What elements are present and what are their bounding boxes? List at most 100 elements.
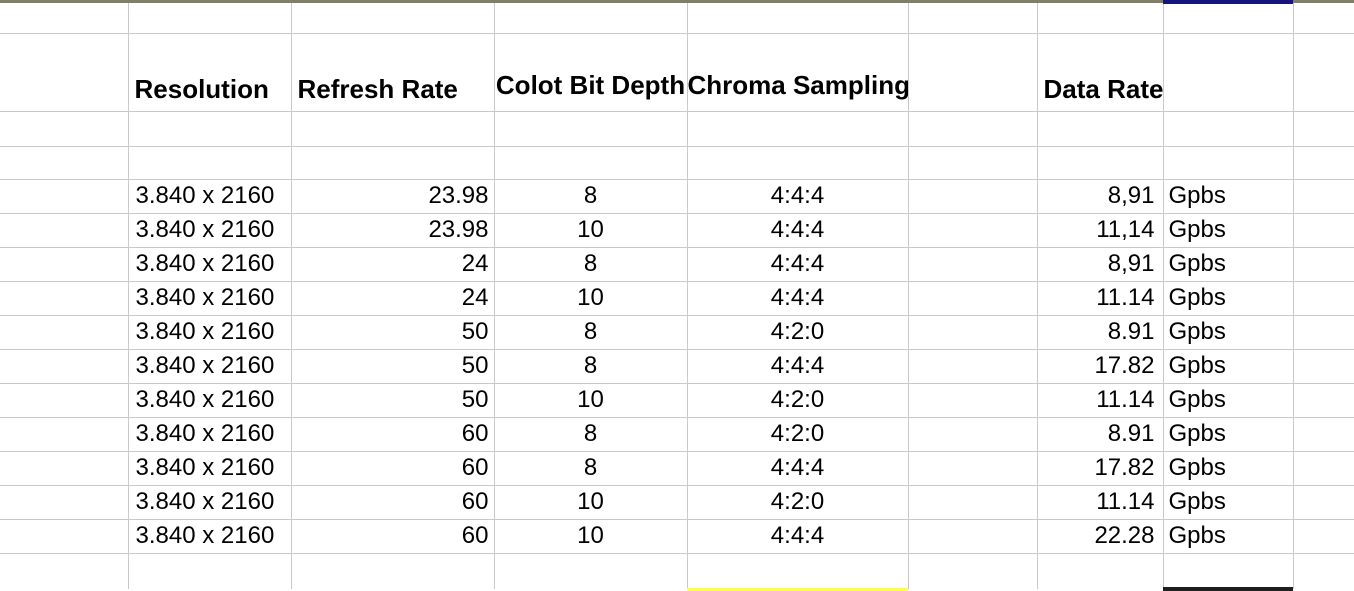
cell-resolution[interactable]: 3.840 x 2160 bbox=[128, 451, 292, 486]
cell-empty[interactable] bbox=[1037, 146, 1164, 180]
cell-refresh-rate[interactable]: 50 bbox=[291, 315, 495, 350]
cell-unit[interactable]: Gpbs bbox=[1163, 213, 1294, 248]
cell-empty[interactable] bbox=[291, 553, 495, 589]
cell-empty[interactable] bbox=[494, 0, 688, 34]
cell-resolution[interactable]: 3.840 x 2160 bbox=[128, 213, 292, 248]
cell-empty[interactable] bbox=[0, 247, 129, 282]
cell-chroma[interactable]: 4:4:4 bbox=[687, 451, 909, 486]
cell-empty[interactable] bbox=[1293, 485, 1354, 520]
cell-empty[interactable] bbox=[1037, 553, 1164, 589]
cell-unit[interactable]: Gpbs bbox=[1163, 485, 1294, 520]
cell-empty[interactable] bbox=[687, 111, 909, 147]
cell-refresh-rate[interactable]: 60 bbox=[291, 519, 495, 554]
cell-empty[interactable] bbox=[1293, 281, 1354, 316]
cell-resolution[interactable]: 3.840 x 2160 bbox=[128, 519, 292, 554]
cell-empty[interactable] bbox=[1293, 247, 1354, 282]
cell-resolution[interactable]: 3.840 x 2160 bbox=[128, 383, 292, 418]
cell-empty[interactable] bbox=[1037, 0, 1164, 34]
cell-empty[interactable] bbox=[128, 553, 292, 589]
cell-empty[interactable] bbox=[0, 281, 129, 316]
cell-empty[interactable] bbox=[908, 553, 1038, 589]
cell-refresh-rate[interactable]: 23.98 bbox=[291, 213, 495, 248]
cell-resolution[interactable]: 3.840 x 2160 bbox=[128, 349, 292, 384]
cell-data-rate[interactable]: 22.28 bbox=[1037, 519, 1164, 554]
cell-bit-depth[interactable]: 10 bbox=[494, 485, 688, 520]
cell-bit-depth[interactable]: 8 bbox=[494, 315, 688, 350]
cell-empty[interactable] bbox=[1293, 179, 1354, 214]
cell-empty[interactable] bbox=[1163, 0, 1294, 34]
cell-empty[interactable] bbox=[0, 111, 129, 147]
cell-empty[interactable] bbox=[0, 315, 129, 350]
cell-empty[interactable] bbox=[494, 111, 688, 147]
cell-resolution[interactable]: 3.840 x 2160 bbox=[128, 247, 292, 282]
cell-empty[interactable] bbox=[494, 146, 688, 180]
cell-chroma[interactable]: 4:4:4 bbox=[687, 247, 909, 282]
cell-empty[interactable] bbox=[1293, 146, 1354, 180]
cell-empty[interactable] bbox=[908, 485, 1038, 520]
cell-resolution[interactable]: 3.840 x 2160 bbox=[128, 485, 292, 520]
cell-data-rate[interactable]: 8,91 bbox=[1037, 247, 1164, 282]
cell-empty[interactable] bbox=[908, 451, 1038, 486]
cell-empty[interactable] bbox=[0, 451, 129, 486]
cell-data-rate[interactable]: 11,14 bbox=[1037, 213, 1164, 248]
cell-unit[interactable]: Gpbs bbox=[1163, 451, 1294, 486]
cell-empty[interactable] bbox=[0, 553, 129, 589]
cell-empty[interactable] bbox=[494, 553, 688, 589]
cell-refresh-rate[interactable]: 60 bbox=[291, 451, 495, 486]
cell-bit-depth[interactable]: 8 bbox=[494, 349, 688, 384]
cell-empty[interactable] bbox=[291, 111, 495, 147]
cell-empty[interactable] bbox=[1293, 417, 1354, 452]
cell-empty[interactable] bbox=[1293, 111, 1354, 147]
cell-empty[interactable] bbox=[687, 146, 909, 180]
cell-empty[interactable] bbox=[291, 0, 495, 34]
header-refresh-rate[interactable]: Refresh Rate bbox=[291, 33, 495, 112]
cell-empty[interactable] bbox=[908, 519, 1038, 554]
cell-bit-depth[interactable]: 8 bbox=[494, 179, 688, 214]
cell-empty[interactable] bbox=[908, 417, 1038, 452]
cell-empty[interactable] bbox=[1293, 349, 1354, 384]
cell-bit-depth[interactable]: 10 bbox=[494, 383, 688, 418]
cell-empty[interactable] bbox=[908, 247, 1038, 282]
cell-chroma[interactable]: 4:4:4 bbox=[687, 519, 909, 554]
cell-data-rate[interactable]: 17.82 bbox=[1037, 451, 1164, 486]
cell-empty[interactable] bbox=[0, 179, 129, 214]
cell-refresh-rate[interactable]: 24 bbox=[291, 247, 495, 282]
cell-empty[interactable] bbox=[1163, 33, 1294, 112]
cell-empty[interactable] bbox=[1293, 519, 1354, 554]
cell-empty[interactable] bbox=[0, 146, 129, 180]
cell-data-rate[interactable]: 8,91 bbox=[1037, 179, 1164, 214]
header-resolution[interactable]: Resolution bbox=[128, 33, 292, 112]
cell-chroma[interactable]: 4:4:4 bbox=[687, 213, 909, 248]
cell-empty[interactable] bbox=[1293, 213, 1354, 248]
cell-bit-depth[interactable]: 10 bbox=[494, 213, 688, 248]
cell-unit[interactable]: Gpbs bbox=[1163, 281, 1294, 316]
cell-resolution[interactable]: 3.840 x 2160 bbox=[128, 281, 292, 316]
cell-data-rate[interactable]: 8.91 bbox=[1037, 315, 1164, 350]
cell-empty[interactable] bbox=[1293, 0, 1354, 34]
cell-empty[interactable] bbox=[1163, 553, 1294, 589]
cell-unit[interactable]: Gpbs bbox=[1163, 519, 1294, 554]
cell-data-rate[interactable]: 11.14 bbox=[1037, 485, 1164, 520]
cell-data-rate[interactable]: 8.91 bbox=[1037, 417, 1164, 452]
cell-empty[interactable] bbox=[1293, 315, 1354, 350]
cell-empty[interactable] bbox=[1163, 146, 1294, 180]
cell-bit-depth[interactable]: 8 bbox=[494, 417, 688, 452]
cell-unit[interactable]: Gpbs bbox=[1163, 417, 1294, 452]
cell-chroma[interactable]: 4:2:0 bbox=[687, 383, 909, 418]
cell-empty[interactable] bbox=[908, 213, 1038, 248]
cell-empty[interactable] bbox=[0, 33, 129, 112]
cell-empty[interactable] bbox=[0, 383, 129, 418]
cell-resolution[interactable]: 3.840 x 2160 bbox=[128, 179, 292, 214]
cell-bit-depth[interactable]: 10 bbox=[494, 519, 688, 554]
cell-empty[interactable] bbox=[908, 0, 1038, 34]
cell-empty[interactable] bbox=[908, 179, 1038, 214]
cell-chroma[interactable]: 4:4:4 bbox=[687, 179, 909, 214]
cell-empty[interactable] bbox=[908, 383, 1038, 418]
cell-refresh-rate[interactable]: 60 bbox=[291, 417, 495, 452]
cell-data-rate[interactable]: 11.14 bbox=[1037, 383, 1164, 418]
cell-chroma[interactable]: 4:4:4 bbox=[687, 281, 909, 316]
cell-unit[interactable]: Gpbs bbox=[1163, 383, 1294, 418]
cell-refresh-rate[interactable]: 50 bbox=[291, 349, 495, 384]
cell-empty[interactable] bbox=[291, 146, 495, 180]
cell-empty[interactable] bbox=[1293, 553, 1354, 589]
